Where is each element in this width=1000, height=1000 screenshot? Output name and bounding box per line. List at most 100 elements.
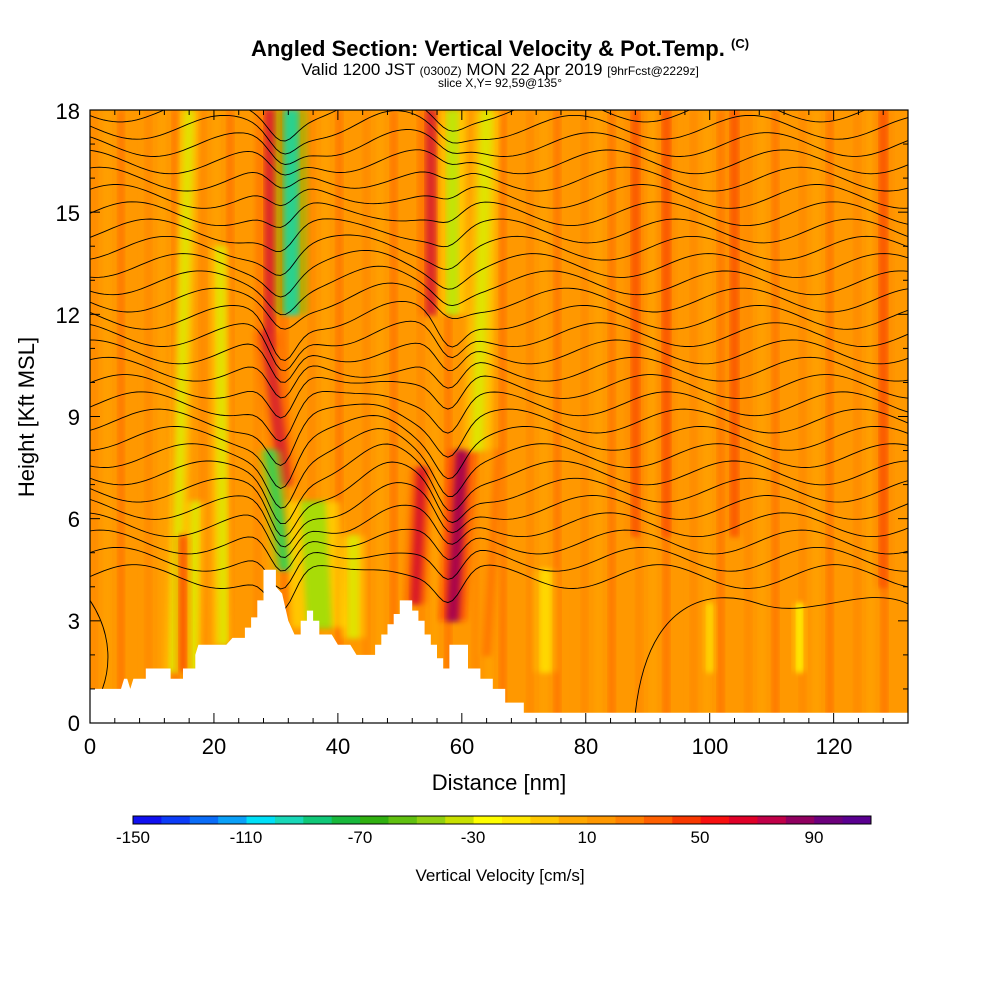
chart-title-text: Angled Section: Vertical Velocity & Pot.… <box>250 36 725 61</box>
isentrope-line <box>90 282 908 330</box>
velocity-band-halo <box>164 110 199 672</box>
velocity-stripe <box>853 110 861 723</box>
isentrope-line <box>90 201 908 228</box>
velocity-band-halo <box>702 603 717 672</box>
velocity-stripe <box>580 110 589 723</box>
isentrope-line <box>634 597 908 713</box>
x-axis-tick-labels: 0 20 40 60 80 100 120 <box>84 734 852 759</box>
colorbar-swatch <box>502 816 531 824</box>
isentrope-line <box>90 320 908 372</box>
velocity-stripe <box>294 110 302 723</box>
isentrope-line <box>90 391 908 442</box>
velocity-stripe <box>362 110 371 723</box>
colorbar-swatch <box>388 816 418 824</box>
x-tick-label: 40 <box>326 734 350 759</box>
velocity-stripe <box>608 110 616 723</box>
colorbar-swatch <box>785 816 815 824</box>
slice-info: slice X,Y= 92,59@135° <box>437 76 563 90</box>
colorbar-swatch <box>133 816 162 824</box>
y-tick-label: 15 <box>56 201 80 226</box>
velocity-stripe <box>253 110 262 723</box>
isentrope-line <box>90 504 908 558</box>
colorbar-swatch <box>246 816 276 824</box>
velocity-stripe <box>798 110 807 723</box>
velocity-stripe <box>499 110 507 723</box>
velocity-stripe <box>703 110 711 723</box>
x-tick-label: 60 <box>450 734 474 759</box>
colorbar-swatch <box>643 816 673 824</box>
velocity-stripe <box>744 110 752 723</box>
y-tick-label: 12 <box>56 303 80 328</box>
velocity-stripe <box>144 110 152 723</box>
colorbar-swatch <box>360 816 389 824</box>
x-axis-title: Distance [nm] <box>432 770 567 795</box>
velocity-stripe <box>758 110 766 723</box>
title-units-mark: (C) <box>731 36 750 51</box>
axis-ticks <box>89 109 909 724</box>
colorbar-swatch <box>218 816 248 824</box>
valid-date: MON 22 Apr 2019 <box>466 60 603 79</box>
velocity-stripe <box>444 110 452 723</box>
velocity-band-halo <box>275 110 308 315</box>
terrain-mask <box>90 569 908 723</box>
x-tick-label: 120 <box>816 734 853 759</box>
y-tick-label: 18 <box>56 99 80 124</box>
y-tick-label: 9 <box>68 405 80 430</box>
isentrope-line <box>90 110 866 142</box>
isentrope-line <box>90 129 908 165</box>
colorbar-swatch <box>530 816 560 824</box>
isentrope-line <box>90 234 908 276</box>
velocity-stripe <box>839 110 848 723</box>
velocity-band-halo <box>252 331 299 485</box>
isentrope-line <box>90 110 908 155</box>
x-tick-label: 20 <box>202 734 226 759</box>
isentrope-line <box>90 403 908 467</box>
y-axis-tick-labels: 0 3 6 9 12 15 18 <box>56 99 80 736</box>
isentrope-line <box>90 461 908 537</box>
colorbar-swatch <box>700 816 730 824</box>
velocity-band-halo <box>438 450 476 621</box>
colorbar-tick-labels: -150 -110 -70 -30 10 50 90 <box>116 828 823 847</box>
isentrope-line <box>90 600 109 690</box>
velocity-band-halo <box>341 535 366 638</box>
velocity-band-halo <box>873 110 893 587</box>
x-tick-label: 0 <box>84 734 96 759</box>
potential-temperature-contours <box>90 110 908 713</box>
velocity-stripe <box>826 110 834 723</box>
colorbar-swatch <box>445 816 475 824</box>
colorbar-tick-label: 50 <box>691 828 710 847</box>
velocity-band-halo <box>174 535 192 672</box>
colorbar-title: Vertical Velocity [cm/s] <box>415 866 584 885</box>
plot-area <box>90 110 908 723</box>
colorbar-swatch <box>161 816 191 824</box>
isentrope-line <box>90 249 908 298</box>
colorbar-swatch <box>274 816 304 824</box>
velocity-stripe <box>867 110 875 723</box>
isentrope-line <box>90 166 908 192</box>
isentrope-line <box>90 218 908 252</box>
velocity-band-halo <box>404 467 433 604</box>
colorbar-tick-label: -110 <box>230 828 263 847</box>
velocity-stripe <box>676 110 684 723</box>
velocity-stripe <box>553 110 561 723</box>
isentrope-line <box>90 528 908 572</box>
velocity-stripe <box>785 110 793 723</box>
colorbar-tick-label: -30 <box>461 828 486 847</box>
velocity-stripe <box>335 110 343 723</box>
colorbar-swatch <box>757 816 787 824</box>
colorbar-swatch <box>303 816 333 824</box>
velocity-band-halo <box>656 110 676 536</box>
velocity-stripe <box>771 110 780 723</box>
velocity-stripe <box>689 110 698 723</box>
velocity-stripe <box>458 110 466 723</box>
isentrope-line <box>90 356 908 399</box>
isentrope-line <box>90 428 908 509</box>
colorbar-frame <box>132 815 872 825</box>
y-tick-label: 0 <box>68 711 80 736</box>
y-tick-label: 6 <box>68 507 80 532</box>
chart-subtitle: Valid 1200 JST (0300Z) MON 22 Apr 2019 [… <box>0 60 1000 80</box>
colorbar-swatch <box>729 816 758 824</box>
velocity-band-halo <box>724 110 745 536</box>
velocity-band-halo <box>285 501 347 628</box>
